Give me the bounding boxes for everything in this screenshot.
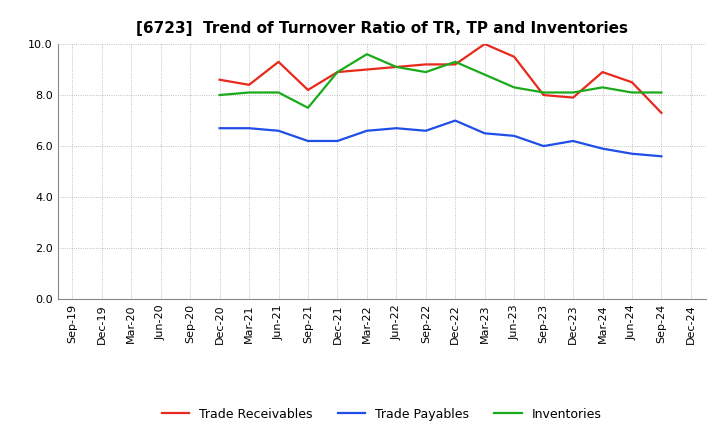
Inventories <box>304 105 312 110</box>
Inventories <box>333 70 342 75</box>
Trade Receivables <box>598 70 607 75</box>
Title: [6723]  Trend of Turnover Ratio of TR, TP and Inventories: [6723] Trend of Turnover Ratio of TR, TP… <box>135 21 628 36</box>
Inventories <box>628 90 636 95</box>
Trade Payables <box>333 138 342 143</box>
Trade Payables <box>274 128 283 133</box>
Line: Trade Receivables: Trade Receivables <box>220 44 662 113</box>
Inventories <box>480 72 489 77</box>
Inventories <box>392 64 400 70</box>
Inventories <box>245 90 253 95</box>
Legend: Trade Receivables, Trade Payables, Inventories: Trade Receivables, Trade Payables, Inven… <box>157 403 606 425</box>
Trade Payables <box>598 146 607 151</box>
Trade Payables <box>392 125 400 131</box>
Trade Receivables <box>539 92 548 98</box>
Trade Receivables <box>274 59 283 65</box>
Trade Payables <box>215 125 224 131</box>
Inventories <box>215 92 224 98</box>
Inventories <box>569 90 577 95</box>
Inventories <box>274 90 283 95</box>
Trade Payables <box>421 128 430 133</box>
Inventories <box>510 85 518 90</box>
Trade Payables <box>569 138 577 143</box>
Inventories <box>657 90 666 95</box>
Trade Payables <box>363 128 372 133</box>
Trade Receivables <box>480 41 489 47</box>
Line: Inventories: Inventories <box>220 54 662 108</box>
Trade Receivables <box>215 77 224 82</box>
Trade Receivables <box>451 62 459 67</box>
Trade Payables <box>628 151 636 156</box>
Trade Payables <box>480 131 489 136</box>
Trade Receivables <box>392 64 400 70</box>
Trade Payables <box>245 125 253 131</box>
Inventories <box>363 51 372 57</box>
Trade Receivables <box>304 87 312 92</box>
Trade Receivables <box>628 80 636 85</box>
Trade Payables <box>304 138 312 143</box>
Trade Payables <box>451 118 459 123</box>
Trade Payables <box>539 143 548 149</box>
Inventories <box>451 59 459 65</box>
Trade Payables <box>657 154 666 159</box>
Trade Receivables <box>333 70 342 75</box>
Inventories <box>598 85 607 90</box>
Trade Receivables <box>569 95 577 100</box>
Trade Receivables <box>421 62 430 67</box>
Trade Receivables <box>510 54 518 59</box>
Trade Receivables <box>363 67 372 72</box>
Trade Receivables <box>657 110 666 116</box>
Line: Trade Payables: Trade Payables <box>220 121 662 156</box>
Trade Payables <box>510 133 518 139</box>
Trade Receivables <box>245 82 253 88</box>
Inventories <box>421 70 430 75</box>
Inventories <box>539 90 548 95</box>
